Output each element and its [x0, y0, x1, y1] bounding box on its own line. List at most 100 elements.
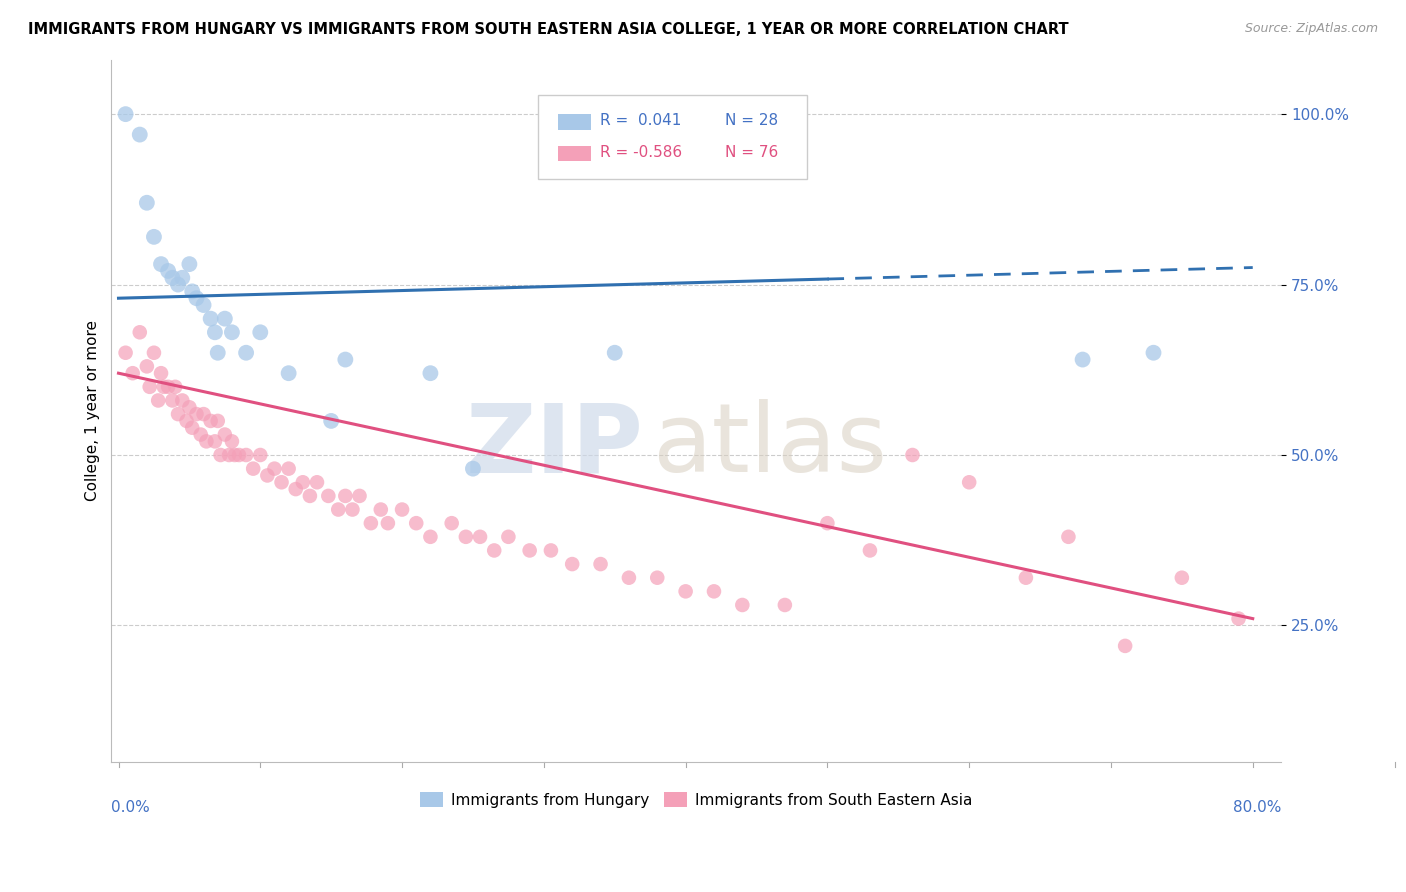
- Point: [228, 448, 250, 462]
- Point: [128, 326, 150, 340]
- Point: [150, 366, 173, 380]
- Point: [498, 530, 520, 544]
- Point: [224, 448, 246, 462]
- Point: [214, 427, 236, 442]
- Bar: [558, 146, 591, 161]
- Point: [675, 584, 697, 599]
- Point: [172, 393, 194, 408]
- Point: [121, 366, 143, 380]
- Point: [128, 128, 150, 142]
- Legend: Immigrants from Hungary, Immigrants from South Eastern Asia: Immigrants from Hungary, Immigrants from…: [415, 786, 979, 814]
- Point: [200, 311, 222, 326]
- Point: [221, 434, 243, 449]
- Point: [235, 345, 257, 359]
- Text: Source: ZipAtlas.com: Source: ZipAtlas.com: [1244, 22, 1378, 36]
- Point: [370, 502, 392, 516]
- Point: [731, 598, 754, 612]
- Point: [249, 326, 271, 340]
- Point: [172, 270, 194, 285]
- Point: [207, 345, 229, 359]
- Point: [540, 543, 562, 558]
- Point: [235, 448, 257, 462]
- Point: [157, 380, 180, 394]
- Point: [114, 107, 136, 121]
- Point: [207, 414, 229, 428]
- Point: [561, 557, 583, 571]
- Point: [859, 543, 882, 558]
- Y-axis label: College, 1 year or more: College, 1 year or more: [86, 320, 100, 501]
- Point: [328, 502, 350, 516]
- Point: [181, 285, 204, 299]
- Point: [176, 414, 198, 428]
- Text: 80.0%: 80.0%: [1233, 800, 1281, 815]
- Point: [617, 571, 640, 585]
- Point: [342, 502, 364, 516]
- Point: [114, 345, 136, 359]
- Point: [190, 427, 212, 442]
- Point: [419, 530, 441, 544]
- Point: [242, 461, 264, 475]
- Text: N = 76: N = 76: [725, 145, 779, 160]
- Point: [186, 291, 208, 305]
- Point: [901, 448, 924, 462]
- Point: [519, 543, 541, 558]
- Text: ZIP: ZIP: [465, 400, 644, 492]
- Point: [391, 502, 413, 516]
- Point: [284, 482, 307, 496]
- Point: [162, 270, 184, 285]
- Point: [335, 352, 357, 367]
- Point: [179, 257, 201, 271]
- Point: [305, 475, 328, 490]
- Point: [135, 359, 157, 374]
- Point: [1114, 639, 1136, 653]
- FancyBboxPatch shape: [538, 95, 807, 179]
- Point: [214, 311, 236, 326]
- Point: [603, 345, 626, 359]
- Point: [291, 475, 314, 490]
- Point: [1171, 571, 1194, 585]
- Point: [204, 326, 226, 340]
- Point: [440, 516, 463, 531]
- Point: [142, 230, 165, 244]
- Point: [270, 475, 292, 490]
- Point: [1015, 571, 1038, 585]
- Point: [321, 414, 343, 428]
- Point: [221, 326, 243, 340]
- Point: [256, 468, 278, 483]
- Point: [142, 345, 165, 359]
- Point: [461, 461, 484, 475]
- Point: [277, 366, 299, 380]
- Point: [204, 434, 226, 449]
- Point: [405, 516, 427, 531]
- Point: [645, 571, 668, 585]
- Point: [484, 543, 506, 558]
- Point: [157, 264, 180, 278]
- Point: [193, 407, 215, 421]
- Point: [193, 298, 215, 312]
- Point: [773, 598, 796, 612]
- Point: [138, 380, 160, 394]
- Point: [165, 380, 187, 394]
- Point: [1142, 345, 1164, 359]
- Point: [179, 401, 201, 415]
- Point: [135, 195, 157, 210]
- Point: [298, 489, 321, 503]
- Point: [454, 530, 477, 544]
- Point: [703, 584, 725, 599]
- Point: [957, 475, 980, 490]
- Point: [349, 489, 371, 503]
- Point: [167, 277, 190, 292]
- Point: [195, 434, 218, 449]
- Text: N = 28: N = 28: [725, 113, 779, 128]
- Text: R = -0.586: R = -0.586: [600, 145, 682, 160]
- Point: [167, 407, 190, 421]
- Point: [335, 489, 357, 503]
- Text: IMMIGRANTS FROM HUNGARY VS IMMIGRANTS FROM SOUTH EASTERN ASIA COLLEGE, 1 YEAR OR: IMMIGRANTS FROM HUNGARY VS IMMIGRANTS FR…: [28, 22, 1069, 37]
- Point: [162, 393, 184, 408]
- Point: [209, 448, 232, 462]
- Point: [277, 461, 299, 475]
- Text: R =  0.041: R = 0.041: [600, 113, 682, 128]
- Point: [200, 414, 222, 428]
- Point: [153, 380, 176, 394]
- Point: [377, 516, 399, 531]
